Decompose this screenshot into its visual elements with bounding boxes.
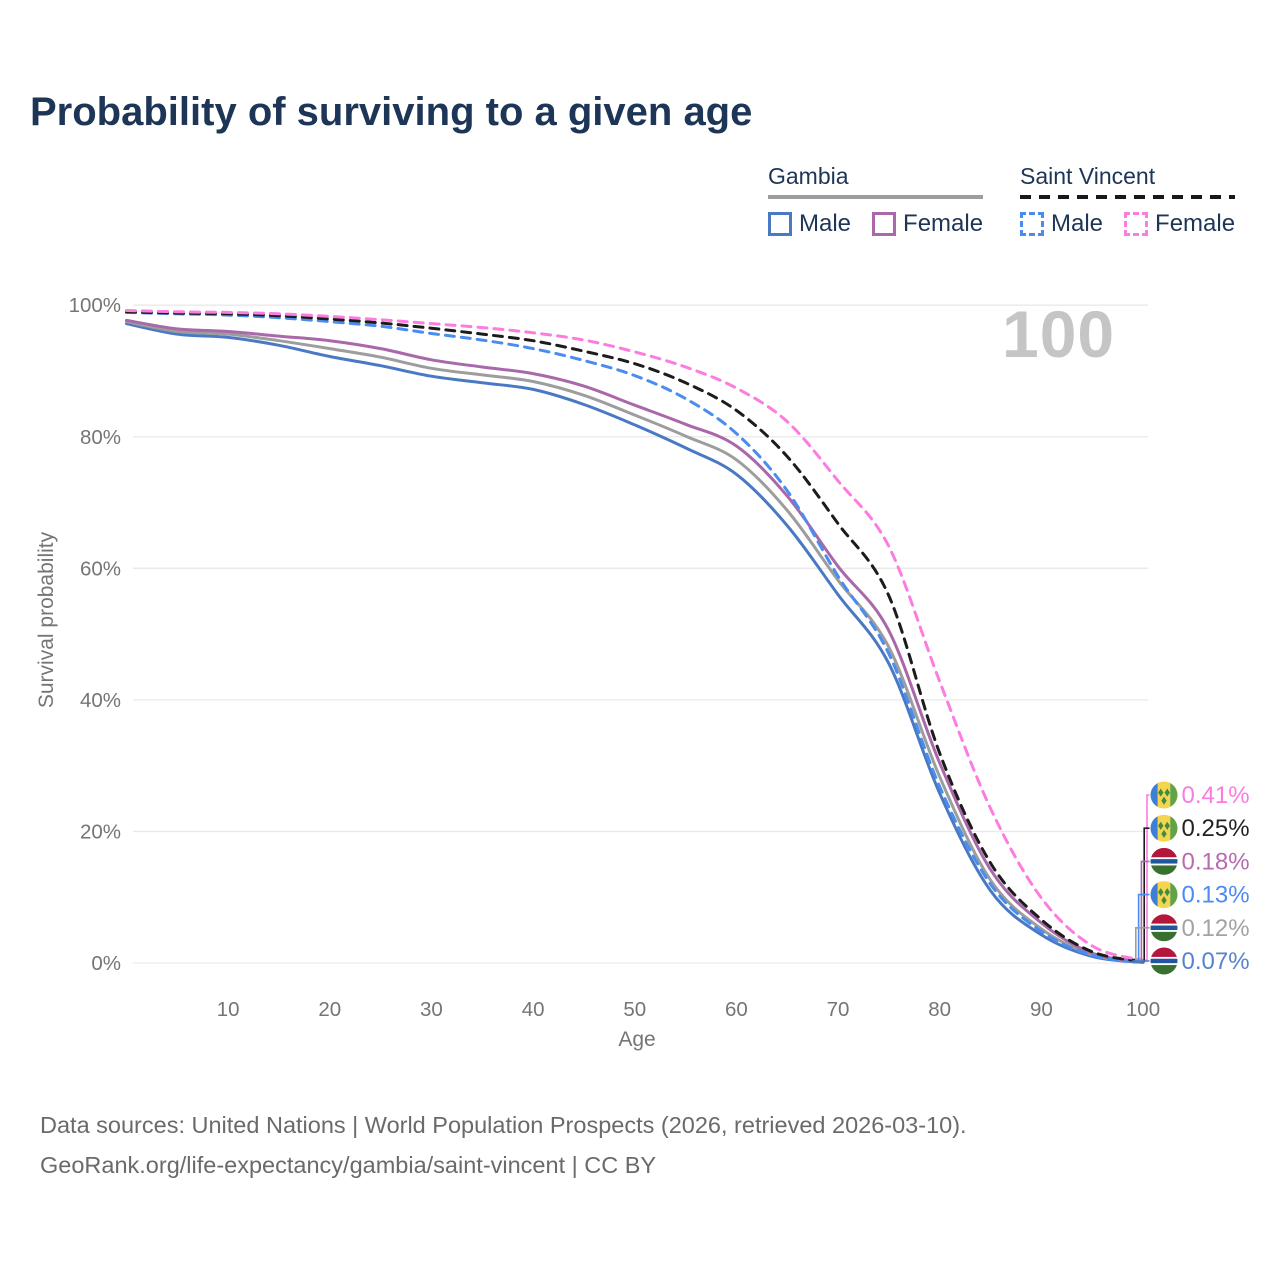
end-label-connector-gambia-male	[1132, 960, 1150, 964]
legend-item-label: Male	[1051, 210, 1104, 237]
x-tick-label: 40	[522, 998, 545, 1021]
end-label-saint-vincent-female: 0.41%	[1182, 782, 1250, 809]
gambia-male-checkbox[interactable]	[768, 212, 792, 236]
x-tick-label: 50	[623, 998, 646, 1021]
gambia-flag-icon	[1150, 847, 1178, 875]
legend-item-gambia-male[interactable]: Male	[768, 210, 851, 238]
source-url-line: GeoRank.org/life-expectancy/gambia/saint…	[40, 1152, 657, 1178]
saint-vincent-line-style-swatch	[1020, 195, 1236, 199]
data-source-attribution: Data sources: United Nations | World Pop…	[40, 1105, 967, 1185]
curve-gambia-all	[125, 320, 1145, 964]
legend-group-gambia: Gambia Male Female	[768, 163, 984, 238]
end-label-connector-gambia-female	[1140, 860, 1150, 963]
x-tick-label: 60	[725, 998, 748, 1021]
end-label-gambia-male: 0.07%	[1182, 948, 1250, 975]
end-label-saint-vincent-male: 0.13%	[1182, 882, 1250, 909]
legend-header-label: Saint Vincent	[1020, 163, 1156, 189]
x-tick-label: 70	[827, 998, 850, 1021]
x-tick-label: 20	[318, 998, 341, 1021]
gambia-flag-icon	[1150, 914, 1178, 942]
y-axis-title: Survival probability	[35, 531, 58, 709]
curve-gambia-female	[125, 318, 1145, 964]
end-label-gambia-all: 0.12%	[1182, 915, 1250, 942]
legend-group-saint-vincent: Saint Vincent Male Female	[1020, 163, 1236, 238]
saint-vincent-flag-icon	[1150, 814, 1178, 842]
data-source-line: Data sources: United Nations | World Pop…	[40, 1112, 967, 1138]
x-axis-title: Age	[618, 1028, 656, 1051]
curve-saint-vincent-male	[125, 310, 1145, 964]
saint-vincent-male-checkbox[interactable]	[1020, 212, 1044, 236]
x-tick-label: 80	[928, 998, 951, 1021]
gambia-flag-icon	[1150, 947, 1178, 975]
age-watermark: 100	[1002, 297, 1116, 371]
x-tick-label: 10	[217, 998, 240, 1021]
y-tick-label: 80%	[80, 426, 121, 449]
y-tick-label: 60%	[80, 557, 121, 580]
saint-vincent-female-checkbox[interactable]	[1124, 212, 1149, 236]
end-label-saint-vincent-all: 0.25%	[1182, 815, 1250, 842]
legend-item-saint-vincent-female[interactable]: Female	[1124, 210, 1235, 238]
gambia-line-style-swatch	[768, 195, 984, 199]
legend-item-saint-vincent-male[interactable]: Male	[1020, 210, 1103, 238]
gambia-female-checkbox[interactable]	[872, 212, 897, 236]
saint-vincent-flag-icon	[1150, 881, 1178, 909]
curve-saint-vincent-female	[125, 309, 1145, 962]
y-tick-label: 100%	[69, 294, 121, 317]
x-tick-label: 100	[1126, 998, 1160, 1021]
legend-item-label: Female	[903, 210, 984, 237]
curve-gambia-male	[125, 322, 1145, 964]
legend-header-gambia[interactable]: Gambia	[768, 163, 984, 199]
legend-header-label: Gambia	[768, 163, 849, 189]
legend-item-gambia-female[interactable]: Female	[872, 210, 983, 238]
saint-vincent-flag-icon	[1150, 781, 1178, 809]
x-tick-label: 90	[1030, 998, 1053, 1021]
legend-item-label: Female	[1155, 210, 1236, 237]
x-tick-label: 30	[420, 998, 443, 1021]
legend-header-saint-vincent[interactable]: Saint Vincent	[1020, 163, 1236, 199]
page-title: Probability of surviving to a given age	[30, 90, 753, 134]
legend-item-label: Male	[799, 210, 852, 237]
y-tick-label: 0%	[91, 952, 121, 975]
curve-saint-vincent-all	[125, 310, 1145, 963]
end-label-gambia-female: 0.18%	[1182, 848, 1250, 875]
y-tick-label: 40%	[80, 689, 121, 712]
y-tick-label: 20%	[80, 820, 121, 843]
